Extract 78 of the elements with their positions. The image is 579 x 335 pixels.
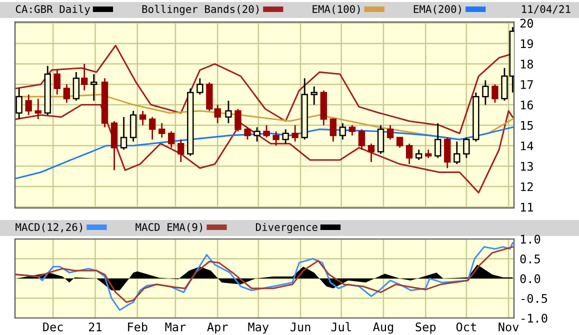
legend-label: Divergence bbox=[256, 222, 318, 234]
legend-label: MACD EMA(9) bbox=[136, 222, 202, 232]
candlestick bbox=[72, 71, 80, 102]
y-tick-label: -0.5 bbox=[522, 294, 548, 303]
x-tick-label: Dec bbox=[43, 322, 63, 332]
candlestick bbox=[225, 100, 232, 124]
candlestick bbox=[148, 116, 156, 140]
y-tick-label: 20 bbox=[520, 18, 534, 28]
candlestick bbox=[444, 136, 451, 169]
y-tick-label: 11 bbox=[520, 202, 533, 212]
candlestick bbox=[406, 142, 413, 165]
candlestick bbox=[158, 122, 166, 138]
candlestick bbox=[81, 63, 88, 92]
candlestick bbox=[54, 69, 60, 96]
candlestick bbox=[396, 136, 404, 148]
candlestick bbox=[415, 149, 422, 161]
legend-label: EMA(100) bbox=[312, 4, 360, 14]
candlestick bbox=[25, 94, 32, 116]
candlestick bbox=[339, 122, 346, 140]
legend-label: CA:GBR Daily bbox=[16, 4, 90, 16]
candlestick bbox=[90, 73, 98, 102]
y-tick-label: 0.5 bbox=[520, 254, 540, 264]
x-tick-label: Oct bbox=[456, 322, 476, 332]
x-tick-label: May bbox=[248, 322, 269, 334]
x-tick-label: Jun bbox=[290, 322, 310, 332]
candlestick bbox=[482, 80, 489, 106]
candlestick bbox=[120, 116, 128, 150]
candlestick bbox=[454, 140, 460, 165]
candlestick bbox=[196, 78, 204, 96]
x-tick-label: Feb bbox=[128, 322, 148, 332]
candlestick bbox=[263, 124, 270, 138]
legend-label: MACD(12,26) bbox=[16, 222, 82, 232]
candlestick bbox=[310, 86, 318, 106]
candlestick bbox=[178, 138, 184, 163]
candlestick bbox=[492, 84, 498, 104]
x-tick-label: Nov bbox=[498, 322, 519, 332]
y-tick-label: 14 bbox=[520, 142, 534, 150]
candlestick bbox=[386, 124, 394, 140]
candlestick bbox=[292, 124, 298, 142]
y-tick-label: 16 bbox=[520, 100, 534, 110]
candlestick bbox=[168, 130, 175, 148]
candlestick bbox=[377, 124, 384, 155]
y-tick-label: 1.0 bbox=[520, 234, 540, 244]
y-tick-label: -1.0 bbox=[522, 314, 548, 323]
y-tick-label: 0.0 bbox=[520, 274, 540, 284]
text: 11/04/21 bbox=[522, 5, 570, 14]
legend-label: Bollinger Bands(20) bbox=[142, 4, 258, 16]
candlestick bbox=[130, 110, 137, 142]
candlestick bbox=[139, 110, 146, 126]
candlestick bbox=[282, 128, 289, 144]
candlestick bbox=[244, 126, 251, 140]
candlestick bbox=[368, 142, 375, 163]
legend-label: EMA(200) bbox=[414, 4, 461, 14]
x-tick-label: Jul bbox=[331, 322, 351, 332]
x-tick-label: Aug bbox=[373, 322, 394, 334]
x-tick-label: Sep bbox=[416, 322, 436, 334]
candlestick bbox=[234, 108, 242, 132]
y-tick-label: 15 bbox=[520, 121, 533, 130]
y-tick-label: 13 bbox=[520, 162, 533, 171]
line-series bbox=[16, 104, 514, 194]
candlestick bbox=[463, 136, 470, 159]
y-tick-label: 18 bbox=[520, 60, 534, 69]
candlestick bbox=[330, 118, 337, 142]
y-tick-label: 19 bbox=[520, 39, 533, 48]
candlestick bbox=[358, 128, 366, 150]
x-tick-label: 21 bbox=[88, 322, 102, 332]
candlestick bbox=[434, 122, 442, 159]
candlestick bbox=[272, 130, 280, 146]
line-series bbox=[16, 246, 514, 303]
x-tick-label: Mar bbox=[165, 322, 186, 332]
y-tick-label: 12 bbox=[520, 182, 533, 192]
candlestick bbox=[63, 84, 70, 104]
candlestick bbox=[348, 124, 356, 136]
line-series bbox=[16, 126, 514, 180]
candlestick bbox=[34, 98, 42, 120]
y-tick-label: 17 bbox=[520, 80, 533, 89]
candlestick bbox=[254, 126, 260, 142]
x-tick-label: Apr bbox=[207, 322, 228, 334]
